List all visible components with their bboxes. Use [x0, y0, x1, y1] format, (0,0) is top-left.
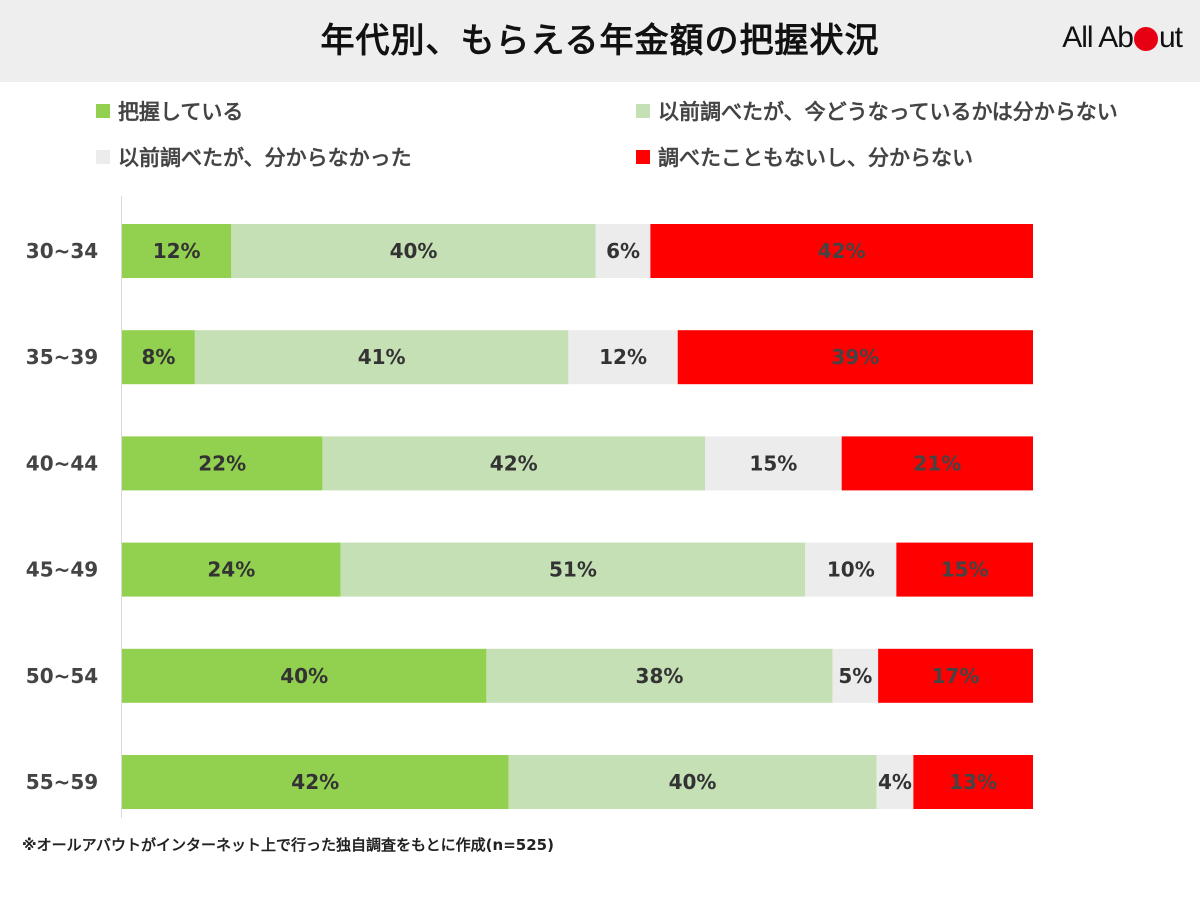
bar-segment — [122, 648, 487, 703]
bar-value-label: 24% — [207, 558, 255, 582]
bar-value-label: 15% — [941, 558, 989, 582]
bar-segment — [508, 755, 877, 809]
bar-segment — [595, 224, 651, 278]
bar-segment — [841, 436, 1033, 491]
bar-value-label: 12% — [599, 345, 647, 369]
logo-text-left: All Ab — [1062, 21, 1134, 54]
legend-label-2: 以前調べたが、今どうなっているかは分からない — [658, 100, 1118, 124]
bar-value-label: 13% — [949, 770, 997, 794]
bar-value-label: 4% — [878, 770, 912, 794]
bar-value-label: 17% — [932, 664, 980, 688]
brand-logo: All Ab ut — [1062, 18, 1183, 58]
chart-title: 年代別、もらえる年金額の把握状況 — [320, 21, 880, 61]
bar-segment — [705, 436, 842, 491]
bar-segment — [896, 542, 1033, 597]
category-label: 50~54 — [26, 664, 98, 688]
bar-value-label: 40% — [669, 770, 717, 794]
legend-item-3: 以前調べたが、分からなかった — [96, 142, 412, 172]
bar-segment — [876, 755, 914, 809]
bar-segment — [650, 224, 1033, 278]
bar-segment — [194, 330, 569, 385]
bar-segment — [122, 436, 323, 491]
bar-value-label: 10% — [827, 558, 875, 582]
bar-segment — [122, 330, 195, 385]
category-label: 55~59 — [26, 770, 98, 794]
bar-segment — [122, 755, 509, 809]
footnote: ※オールアバウトがインターネット上で行った独自調査をもとに作成(n=525) — [22, 836, 554, 854]
category-label: 45~49 — [26, 558, 98, 582]
legend-swatch-4 — [636, 150, 650, 164]
bar-segment — [878, 648, 1033, 703]
legend-swatch-1 — [96, 104, 110, 118]
bar-segment — [122, 542, 341, 597]
legend-label-4: 調べたこともないし、分からない — [658, 146, 973, 170]
bar-value-label: 15% — [749, 451, 797, 475]
bar-segment — [832, 648, 879, 703]
bar-value-label: 6% — [606, 239, 640, 263]
legend-item-1: 把握している — [96, 96, 243, 126]
category-label: 30~34 — [26, 239, 98, 263]
bar-value-label: 40% — [280, 664, 328, 688]
bar-value-label: 51% — [549, 558, 597, 582]
bar-value-label: 8% — [141, 345, 175, 369]
legend-swatch-3 — [96, 150, 110, 164]
legend-item-4: 調べたこともないし、分からない — [636, 142, 973, 172]
bar-value-label: 5% — [838, 664, 872, 688]
header-bar — [0, 0, 1200, 82]
bar-value-label: 42% — [818, 239, 866, 263]
bar-value-label: 41% — [358, 345, 406, 369]
bar-segment — [340, 542, 806, 597]
legend-swatch-2 — [636, 104, 650, 118]
category-label: 40~44 — [26, 451, 98, 475]
logo-text-right: ut — [1158, 21, 1183, 54]
legend-item-2: 以前調べたが、今どうなっているかは分からない — [636, 96, 1118, 126]
bar-segment — [677, 330, 1033, 385]
bar-value-label: 12% — [153, 239, 201, 263]
logo-dot-icon — [1133, 27, 1158, 51]
bar-value-label: 42% — [490, 451, 538, 475]
bar-segment — [913, 755, 1033, 809]
bar-value-label: 22% — [198, 451, 246, 475]
legend-label-1: 把握している — [118, 100, 244, 124]
bar-segment — [486, 648, 833, 703]
category-label: 35~39 — [26, 345, 98, 369]
bar-segment — [122, 224, 232, 278]
legend-label-3: 以前調べたが、分からなかった — [118, 146, 412, 170]
bar-value-label: 40% — [390, 239, 438, 263]
bar-segment — [805, 542, 897, 597]
bar-value-label: 39% — [831, 345, 879, 369]
bar-segment — [322, 436, 706, 491]
bar-value-label: 21% — [913, 451, 961, 475]
bar-segment — [231, 224, 596, 278]
bar-value-label: 42% — [291, 770, 339, 794]
bar-value-label: 38% — [636, 664, 684, 688]
bar-segment — [568, 330, 678, 385]
